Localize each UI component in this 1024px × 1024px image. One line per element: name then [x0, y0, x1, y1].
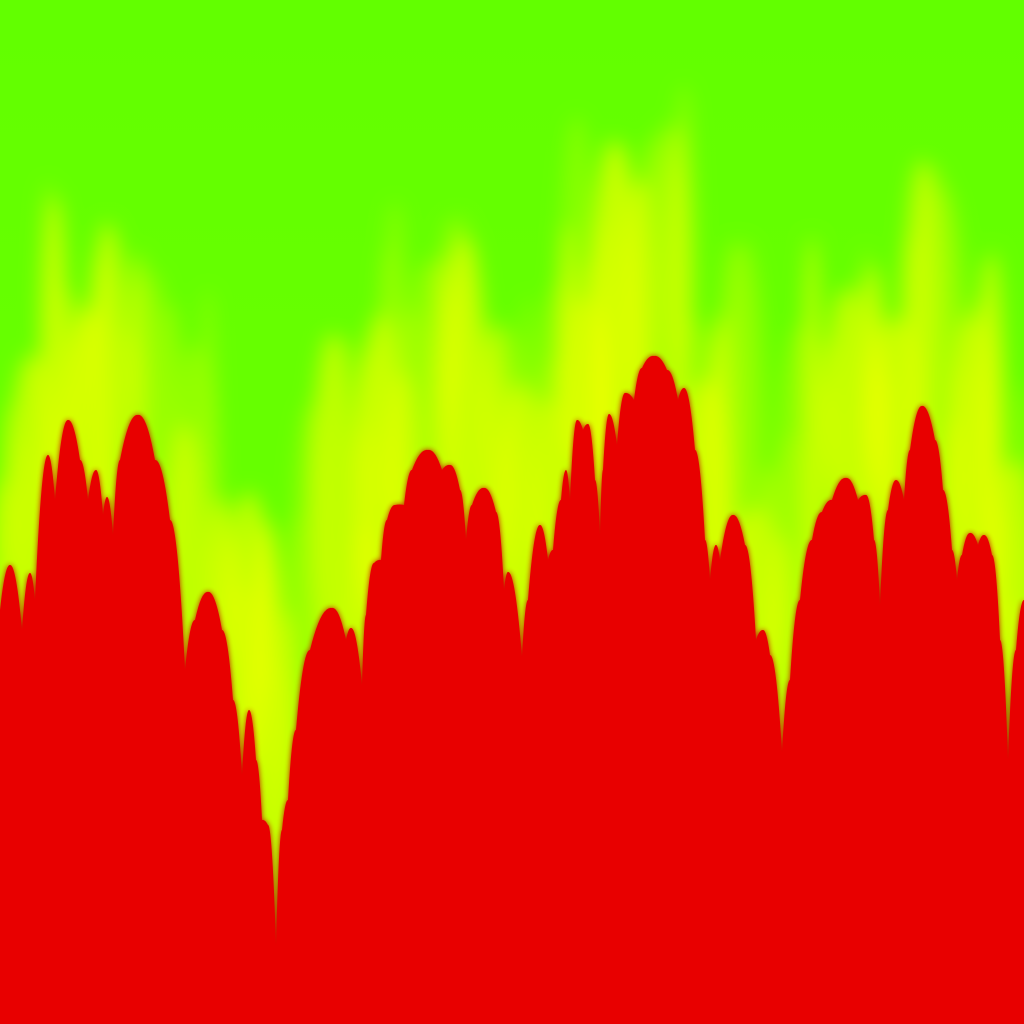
red-terrain [0, 355, 1024, 1024]
glow-streak [1014, 381, 1024, 658]
